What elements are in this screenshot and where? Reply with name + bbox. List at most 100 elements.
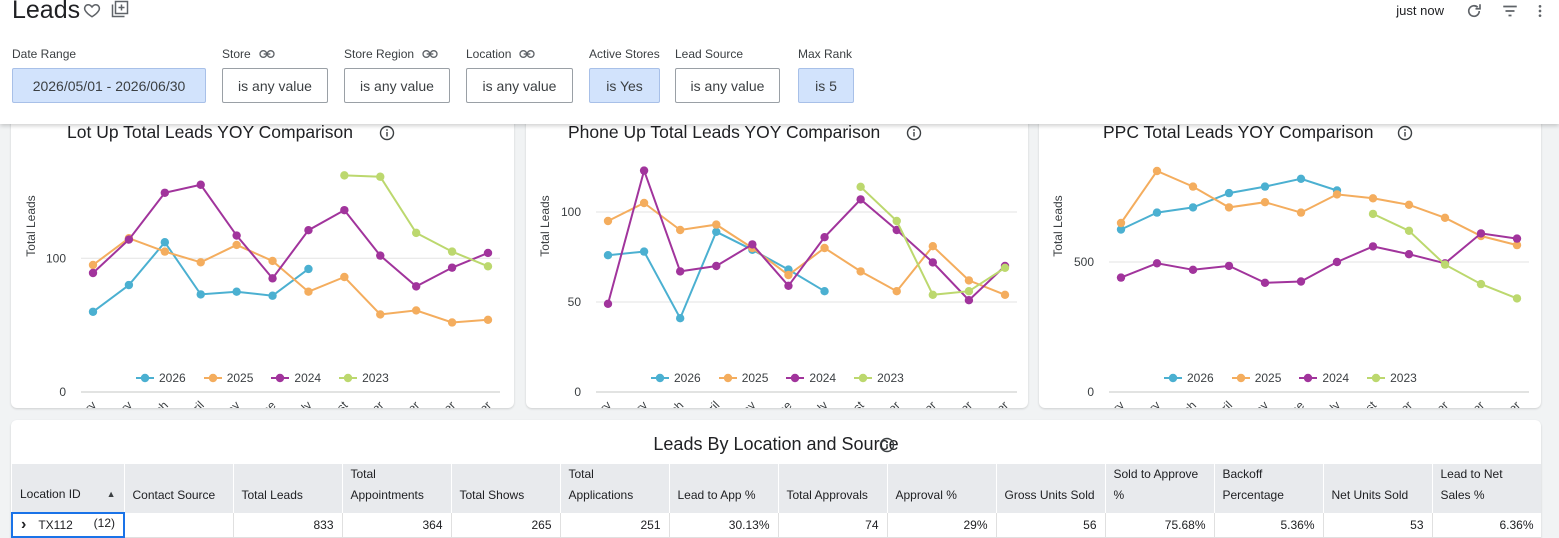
data-point-2024[interactable] <box>232 231 241 240</box>
data-point-2025[interactable] <box>1260 198 1270 207</box>
location-cell[interactable]: › TX112 (12) <box>11 512 125 538</box>
filter-value-button[interactable]: is 5 <box>798 68 854 103</box>
data-point-2026[interactable] <box>88 307 98 316</box>
info-icon[interactable] <box>1397 125 1413 141</box>
data-point-2024[interactable] <box>675 267 685 276</box>
column-header[interactable]: Total Approvals <box>778 464 888 513</box>
column-header[interactable]: Total Leads <box>233 464 343 513</box>
data-point-2024[interactable] <box>1224 261 1234 271</box>
data-point-2023[interactable] <box>1368 209 1378 219</box>
add-to-board-icon[interactable] <box>111 0 129 18</box>
data-point-2023[interactable] <box>376 172 385 181</box>
data-point-2025[interactable] <box>1224 203 1234 212</box>
data-point-2025[interactable] <box>856 267 865 276</box>
legend-item[interactable]: 2025 <box>718 371 768 385</box>
legend-item[interactable]: 2023 <box>339 371 389 385</box>
link-icon[interactable] <box>422 49 438 59</box>
info-icon[interactable] <box>906 125 922 141</box>
data-point-2026[interactable] <box>124 280 134 290</box>
data-point-2026[interactable] <box>675 314 685 323</box>
column-header[interactable]: Lead to App % <box>669 464 779 513</box>
data-point-2026[interactable] <box>1296 174 1306 183</box>
column-header[interactable]: Total Appointments <box>342 464 452 513</box>
data-point-2025[interactable] <box>340 272 349 282</box>
data-point-2023[interactable] <box>1476 279 1486 289</box>
data-point-2025[interactable] <box>1332 190 1342 199</box>
data-point-2026[interactable] <box>603 251 613 260</box>
data-point-2024[interactable] <box>88 268 98 278</box>
legend-item[interactable]: 2023 <box>854 371 904 385</box>
data-point-2023[interactable] <box>1440 260 1450 269</box>
filter-value-button[interactable]: is any value <box>675 68 780 103</box>
data-point-2025[interactable] <box>784 270 793 280</box>
filter-value-button[interactable]: is any value <box>344 68 450 103</box>
filter-value-button[interactable]: 2026/05/01 - 2026/06/30 <box>12 68 206 103</box>
data-point-2024[interactable] <box>1368 242 1378 251</box>
data-point-2024[interactable] <box>304 226 313 235</box>
legend-item[interactable]: 2024 <box>786 371 836 385</box>
data-point-2024[interactable] <box>820 233 829 242</box>
link-icon[interactable] <box>259 49 275 59</box>
data-point-2024[interactable] <box>603 299 613 308</box>
data-point-2026[interactable] <box>1188 203 1198 212</box>
data-point-2025[interactable] <box>1296 208 1306 217</box>
data-point-2025[interactable] <box>1152 166 1162 176</box>
data-point-2025[interactable] <box>675 225 685 235</box>
data-point-2026[interactable] <box>712 227 721 236</box>
data-point-2024[interactable] <box>447 263 457 272</box>
data-point-2025[interactable] <box>447 318 457 327</box>
data-point-2024[interactable] <box>748 240 757 249</box>
data-point-2024[interactable] <box>196 180 205 189</box>
data-point-2024[interactable] <box>1260 278 1270 287</box>
column-header[interactable]: Net Units Sold <box>1323 464 1433 513</box>
legend-item[interactable]: 2024 <box>271 371 321 385</box>
legend-item[interactable]: 2026 <box>136 371 186 385</box>
data-point-2025[interactable] <box>892 287 901 296</box>
data-point-2025[interactable] <box>268 256 277 266</box>
legend-item[interactable]: 2023 <box>1367 371 1417 385</box>
data-point-2023[interactable] <box>340 171 349 180</box>
legend-item[interactable]: 2025 <box>1231 371 1281 385</box>
data-point-2024[interactable] <box>1404 250 1414 259</box>
data-point-2025[interactable] <box>1512 240 1522 250</box>
data-point-2024[interactable] <box>1152 259 1162 268</box>
data-point-2025[interactable] <box>820 243 829 253</box>
data-point-2024[interactable] <box>639 166 649 175</box>
data-point-2026[interactable] <box>304 264 313 274</box>
data-point-2025[interactable] <box>1368 194 1378 203</box>
data-point-2023[interactable] <box>892 216 901 226</box>
legend-item[interactable]: 2026 <box>1164 371 1214 385</box>
data-point-2025[interactable] <box>964 276 974 285</box>
column-header[interactable]: Contact Source <box>124 464 234 513</box>
favorite-heart-icon[interactable] <box>83 1 101 19</box>
data-point-2024[interactable] <box>1296 277 1306 286</box>
data-point-2023[interactable] <box>1404 226 1414 235</box>
data-point-2024[interactable] <box>712 261 721 271</box>
column-header[interactable]: Lead to Net Sales % <box>1432 464 1541 513</box>
data-point-2025[interactable] <box>88 260 98 270</box>
data-point-2025[interactable] <box>160 247 170 256</box>
data-point-2024[interactable] <box>268 274 277 283</box>
data-point-2025[interactable] <box>1404 200 1414 209</box>
legend-item[interactable]: 2024 <box>1299 371 1349 385</box>
data-point-2024[interactable] <box>856 195 865 204</box>
column-header[interactable]: Gross Units Sold <box>996 464 1106 513</box>
data-point-2024[interactable] <box>1512 234 1522 243</box>
data-point-2023[interactable] <box>447 247 457 256</box>
column-header[interactable]: Total Shows <box>451 464 561 513</box>
data-point-2023[interactable] <box>1000 263 1010 272</box>
data-point-2023[interactable] <box>483 262 493 271</box>
legend-item[interactable]: 2025 <box>203 371 253 385</box>
data-point-2023[interactable] <box>411 228 421 238</box>
data-point-2025[interactable] <box>196 258 205 267</box>
data-point-2026[interactable] <box>1260 182 1270 191</box>
data-point-2024[interactable] <box>964 296 974 305</box>
data-point-2024[interactable] <box>124 235 134 244</box>
data-point-2026[interactable] <box>268 291 277 300</box>
data-point-2025[interactable] <box>411 306 421 315</box>
filter-value-button[interactable]: is Yes <box>589 68 660 103</box>
data-point-2024[interactable] <box>1476 229 1486 238</box>
column-header[interactable]: Total Applications <box>560 464 670 513</box>
data-point-2026[interactable] <box>820 287 829 296</box>
data-point-2025[interactable] <box>639 198 649 208</box>
